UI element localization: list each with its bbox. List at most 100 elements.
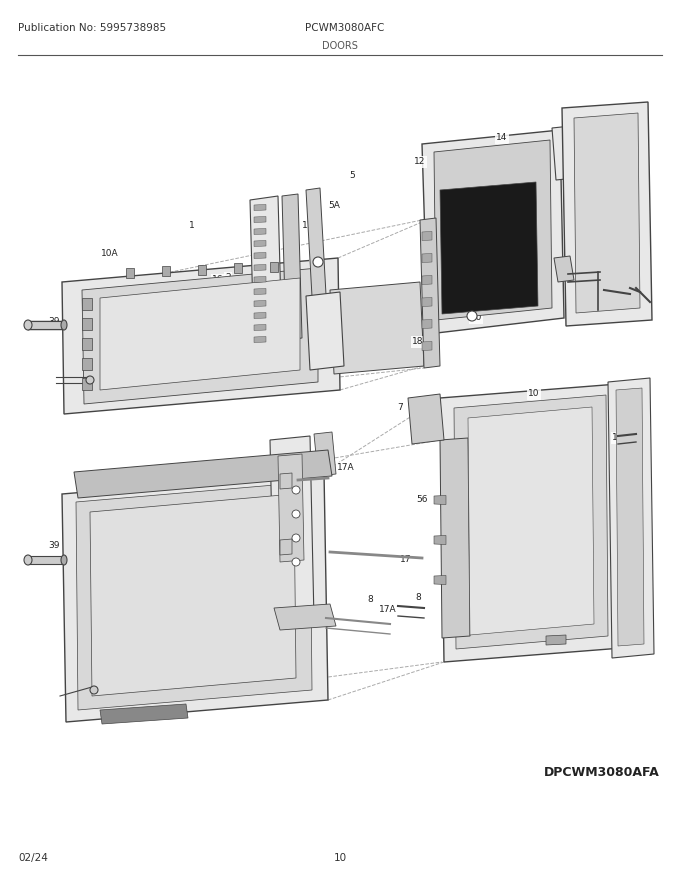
Polygon shape <box>282 194 302 340</box>
Text: 17: 17 <box>401 555 412 564</box>
Ellipse shape <box>90 686 98 694</box>
Ellipse shape <box>24 320 32 330</box>
Polygon shape <box>28 556 62 564</box>
Polygon shape <box>274 604 336 630</box>
Polygon shape <box>250 196 282 348</box>
Polygon shape <box>420 218 440 368</box>
Polygon shape <box>82 298 92 310</box>
Polygon shape <box>306 292 344 370</box>
Polygon shape <box>254 204 266 210</box>
Polygon shape <box>270 436 314 624</box>
Text: 39: 39 <box>48 541 60 551</box>
Polygon shape <box>422 319 432 328</box>
Polygon shape <box>616 388 644 646</box>
Polygon shape <box>62 472 328 722</box>
Text: 7B: 7B <box>202 495 214 504</box>
Text: 3: 3 <box>591 119 597 128</box>
Polygon shape <box>280 473 292 489</box>
Text: 39: 39 <box>48 318 60 326</box>
Text: 10A: 10A <box>101 250 119 259</box>
Polygon shape <box>254 265 266 270</box>
Polygon shape <box>100 278 300 390</box>
Circle shape <box>292 558 300 566</box>
Polygon shape <box>546 635 566 645</box>
Text: 14: 14 <box>496 134 508 143</box>
Text: 12: 12 <box>414 158 426 166</box>
Text: 15: 15 <box>316 348 328 356</box>
Polygon shape <box>440 182 538 314</box>
Text: 17: 17 <box>290 472 302 480</box>
Circle shape <box>313 257 323 267</box>
Text: 6: 6 <box>259 503 265 512</box>
Polygon shape <box>554 256 574 282</box>
Polygon shape <box>468 407 594 635</box>
Text: 6A: 6A <box>290 590 302 598</box>
Polygon shape <box>454 395 608 649</box>
Polygon shape <box>306 188 328 332</box>
Text: 10: 10 <box>528 390 540 399</box>
Polygon shape <box>440 438 470 638</box>
Text: 18: 18 <box>412 338 424 347</box>
Polygon shape <box>162 267 170 276</box>
Text: 16: 16 <box>212 275 224 284</box>
Text: 5A: 5A <box>328 201 340 209</box>
Polygon shape <box>82 378 92 390</box>
Polygon shape <box>422 231 432 240</box>
Polygon shape <box>82 268 318 404</box>
Circle shape <box>292 486 300 494</box>
Polygon shape <box>270 262 278 272</box>
Circle shape <box>292 534 300 542</box>
Text: 19: 19 <box>252 214 264 223</box>
Text: 23: 23 <box>594 297 606 306</box>
Polygon shape <box>608 378 654 658</box>
Text: 13: 13 <box>142 368 154 377</box>
Polygon shape <box>254 216 266 223</box>
Text: 21: 21 <box>310 260 322 268</box>
Polygon shape <box>254 240 266 246</box>
Text: 8: 8 <box>367 596 373 605</box>
Polygon shape <box>254 336 266 342</box>
Polygon shape <box>76 482 312 710</box>
Polygon shape <box>234 263 242 274</box>
Polygon shape <box>314 432 336 476</box>
Text: 8: 8 <box>415 593 421 603</box>
Text: 56: 56 <box>416 495 428 504</box>
Polygon shape <box>562 102 652 326</box>
Polygon shape <box>278 454 304 562</box>
Polygon shape <box>422 341 432 350</box>
Text: 56: 56 <box>292 571 304 581</box>
Circle shape <box>467 311 477 321</box>
Polygon shape <box>408 394 444 444</box>
Text: 10A: 10A <box>287 354 305 363</box>
Text: 9: 9 <box>561 426 567 435</box>
Polygon shape <box>422 130 564 334</box>
Polygon shape <box>280 539 292 555</box>
Polygon shape <box>422 297 432 306</box>
Text: 20: 20 <box>471 313 481 322</box>
Text: 7: 7 <box>397 404 403 413</box>
Polygon shape <box>254 325 266 331</box>
Polygon shape <box>90 494 296 696</box>
Text: Publication No: 5995738985: Publication No: 5995738985 <box>18 23 166 33</box>
Polygon shape <box>198 265 206 275</box>
Text: DPCWM3080AFA: DPCWM3080AFA <box>544 766 660 779</box>
Ellipse shape <box>24 555 32 565</box>
Text: DOORS: DOORS <box>322 41 358 51</box>
Text: 10: 10 <box>612 434 624 443</box>
Polygon shape <box>254 289 266 295</box>
Polygon shape <box>126 268 134 278</box>
Polygon shape <box>440 384 622 662</box>
Polygon shape <box>434 536 446 545</box>
Text: 02/24: 02/24 <box>18 853 48 863</box>
Polygon shape <box>254 276 266 282</box>
Polygon shape <box>552 124 594 180</box>
Polygon shape <box>82 358 92 370</box>
Polygon shape <box>254 253 266 259</box>
Text: 4: 4 <box>87 643 92 652</box>
Circle shape <box>292 510 300 518</box>
Text: 5: 5 <box>349 172 355 180</box>
Text: 23: 23 <box>558 263 570 273</box>
Polygon shape <box>254 229 266 234</box>
Polygon shape <box>254 300 266 306</box>
Ellipse shape <box>61 320 67 330</box>
